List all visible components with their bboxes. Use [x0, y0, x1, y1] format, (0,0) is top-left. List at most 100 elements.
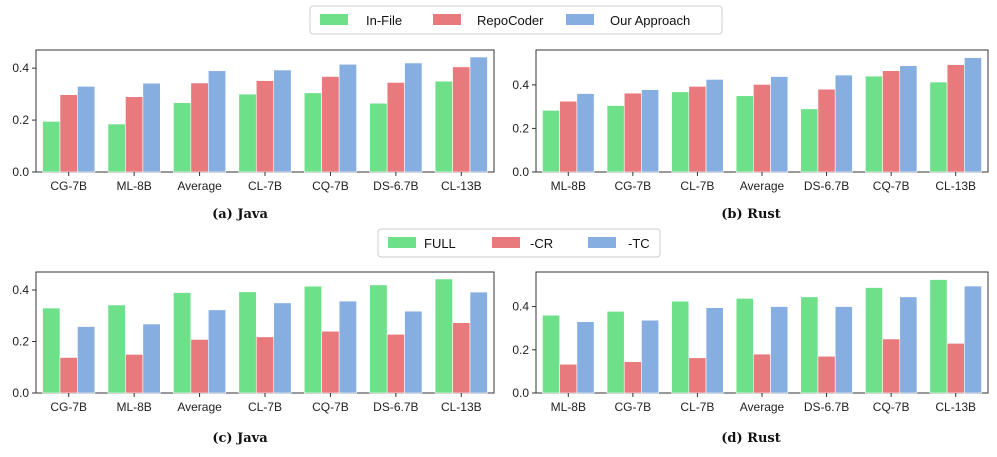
ytick-label-d-2: 0.4 [512, 300, 529, 314]
legend-top-frame [309, 5, 723, 35]
xtick-label-c-5: DS-6.7B [373, 400, 418, 414]
bar-a-s0-c3 [238, 93, 257, 173]
bar-b-s1-c4 [817, 88, 836, 173]
caption-d: (d) Rust [721, 431, 781, 446]
xtick-label-b-4: DS-6.7B [804, 179, 849, 193]
legend-middle-swatch-0 [388, 237, 416, 248]
legend-top-label-0: In-File [366, 13, 402, 28]
bar-d-s0-c4 [800, 296, 819, 394]
bar-c-s1-c3 [255, 336, 275, 394]
bar-c-s0-c0 [42, 307, 61, 394]
bar-c-s1-c2 [190, 339, 209, 394]
bar-d-s2-c5 [899, 296, 918, 394]
bar-a-s1-c2 [190, 82, 209, 173]
bar-d-s0-c3 [735, 298, 754, 394]
bar-b-s0-c3 [735, 95, 754, 173]
xtick-label-a-2: Average [177, 179, 222, 193]
bar-c-s2-c4 [338, 300, 357, 394]
ytick-label-d-1: 0.2 [512, 343, 529, 357]
ytick-label-b-0: 0.0 [512, 165, 529, 179]
xtick-label-b-1: CG-7B [615, 179, 652, 193]
bar-b-s1-c1 [623, 92, 642, 173]
bar-b-s2-c1 [641, 89, 659, 173]
xtick-label-b-3: Average [740, 179, 785, 193]
bar-c-s2-c5 [404, 310, 423, 394]
legend-top-swatch-2 [566, 14, 594, 25]
bar-d-s0-c2 [671, 300, 690, 394]
xtick-label-d-6: CL-13B [935, 400, 976, 414]
bar-a-s0-c6 [434, 80, 453, 173]
legend-top: In-File RepoCoder Our Approach [309, 5, 723, 35]
bar-d-s0-c6 [929, 279, 948, 394]
bar-b-s2-c6 [964, 57, 982, 173]
legend-top-label-2: Our Approach [610, 13, 690, 28]
bar-b-s0-c0 [542, 110, 560, 173]
bar-c-s2-c3 [273, 302, 292, 394]
xtick-label-c-1: ML-8B [116, 400, 151, 414]
bar-a-s2-c3 [273, 69, 292, 173]
bar-d-s1-c2 [688, 357, 707, 394]
xtick-label-c-0: CG-7B [50, 400, 87, 414]
bar-c-s0-c4 [303, 285, 323, 394]
bar-c-s1-c6 [452, 322, 471, 394]
xtick-label-b-0: ML-8B [551, 179, 586, 193]
bar-c-s0-c5 [369, 284, 388, 394]
bar-b-s1-c5 [882, 70, 901, 173]
bar-a-s2-c6 [469, 56, 488, 173]
ytick-label-a-2: 0.4 [12, 61, 29, 75]
bar-d-s2-c3 [770, 306, 789, 394]
ytick-label-d-0: 0.0 [512, 386, 529, 400]
ytick-label-c-1: 0.2 [12, 335, 29, 349]
bar-a-s0-c1 [107, 123, 126, 173]
bar-c-s0-c3 [238, 291, 257, 394]
bar-c-s1-c4 [321, 330, 340, 394]
xtick-label-a-6: CL-13B [441, 179, 482, 193]
bar-b-s2-c4 [834, 74, 853, 173]
xtick-label-d-4: DS-6.7B [804, 400, 849, 414]
bar-c-s0-c2 [173, 292, 192, 394]
bar-c-s0-c1 [107, 304, 126, 394]
xtick-label-a-3: CL-7B [248, 179, 282, 193]
bar-a-s1-c1 [125, 96, 144, 173]
bar-b-s1-c3 [753, 84, 771, 173]
xtick-label-a-5: DS-6.7B [373, 179, 418, 193]
bar-a-s1-c4 [321, 76, 340, 173]
xtick-label-b-2: CL-7B [680, 179, 714, 193]
bar-b-s1-c0 [559, 100, 578, 173]
bar-d-s0-c0 [542, 314, 560, 394]
xtick-label-d-3: Average [740, 400, 785, 414]
bar-c-s0-c6 [434, 278, 453, 394]
bar-a-s2-c1 [142, 82, 161, 173]
bar-d-s1-c4 [817, 355, 836, 394]
bar-a-s1-c5 [386, 82, 405, 173]
bar-b-s2-c0 [576, 93, 595, 173]
xtick-label-d-2: CL-7B [680, 400, 714, 414]
legend-top-label-1: RepoCoder [477, 13, 544, 28]
chart-panel-c: 0.0 0.2 0.4 CG-7B ML-8B Average CL-7B CQ-7B DS-6… [12, 271, 495, 414]
xtick-label-a-0: CG-7B [50, 179, 87, 193]
legend-top-swatch-0 [320, 14, 348, 25]
bar-a-s1-c0 [59, 94, 78, 173]
bar-d-s2-c1 [641, 319, 659, 394]
ytick-label-b-1: 0.2 [512, 121, 529, 135]
bar-d-s0-c5 [865, 287, 883, 394]
bar-c-s1-c1 [125, 354, 144, 394]
bar-d-s2-c6 [964, 285, 982, 394]
bar-a-s0-c0 [42, 121, 61, 173]
xtick-label-c-2: Average [177, 400, 222, 414]
xtick-label-d-5: CQ-7B [873, 400, 910, 414]
ytick-label-c-2: 0.4 [12, 283, 29, 297]
bar-a-s1-c3 [255, 80, 275, 173]
bar-b-s2-c3 [770, 76, 789, 173]
bar-d-s1-c6 [946, 343, 965, 394]
bar-c-s1-c5 [386, 334, 405, 394]
ytick-label-a-0: 0.0 [12, 165, 29, 179]
bar-c-s2-c1 [142, 323, 161, 394]
bar-b-s0-c5 [865, 75, 883, 173]
xtick-label-a-4: CQ-7B [312, 179, 349, 193]
chart-panel-b: 0.0 0.2 0.4 ML-8B CG-7B CL-7B Average DS-6.7B CQ… [512, 49, 989, 193]
legend-middle-swatch-1 [492, 237, 520, 248]
xtick-label-d-1: CG-7B [615, 400, 652, 414]
bar-a-s2-c4 [338, 63, 357, 173]
